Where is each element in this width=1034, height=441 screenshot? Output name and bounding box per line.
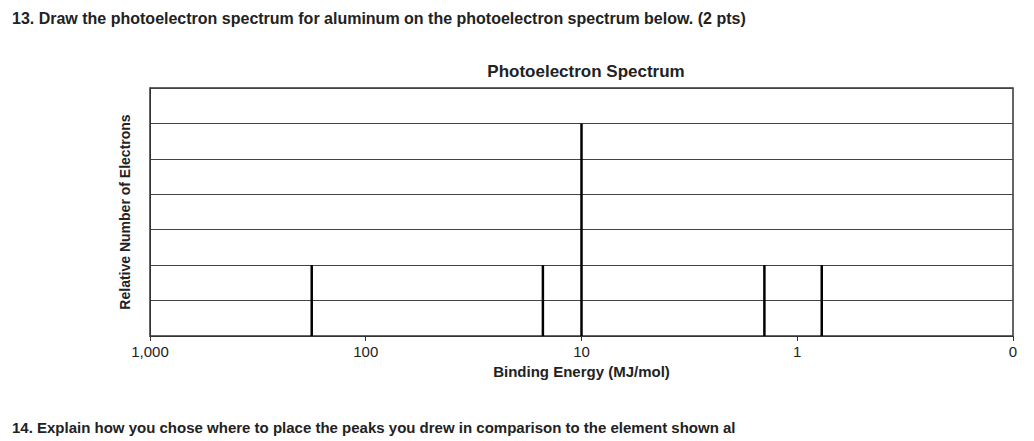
- svg-text:10: 10: [573, 343, 590, 360]
- svg-text:1,000: 1,000: [131, 343, 169, 360]
- svg-text:Photoelectron Spectrum: Photoelectron Spectrum: [487, 62, 684, 81]
- svg-text:13. Draw the photoelectron spe: 13. Draw the photoelectron spectrum for …: [12, 10, 746, 27]
- svg-text:Binding Energy (MJ/mol): Binding Energy (MJ/mol): [493, 363, 670, 380]
- svg-text:Relative Number of Electrons: Relative Number of Electrons: [117, 114, 133, 309]
- svg-text:100: 100: [353, 343, 378, 360]
- svg-text:14. Explain how you chose wher: 14. Explain how you chose where to place…: [12, 419, 736, 436]
- svg-text:0: 0: [1009, 343, 1017, 360]
- svg-text:1: 1: [793, 343, 801, 360]
